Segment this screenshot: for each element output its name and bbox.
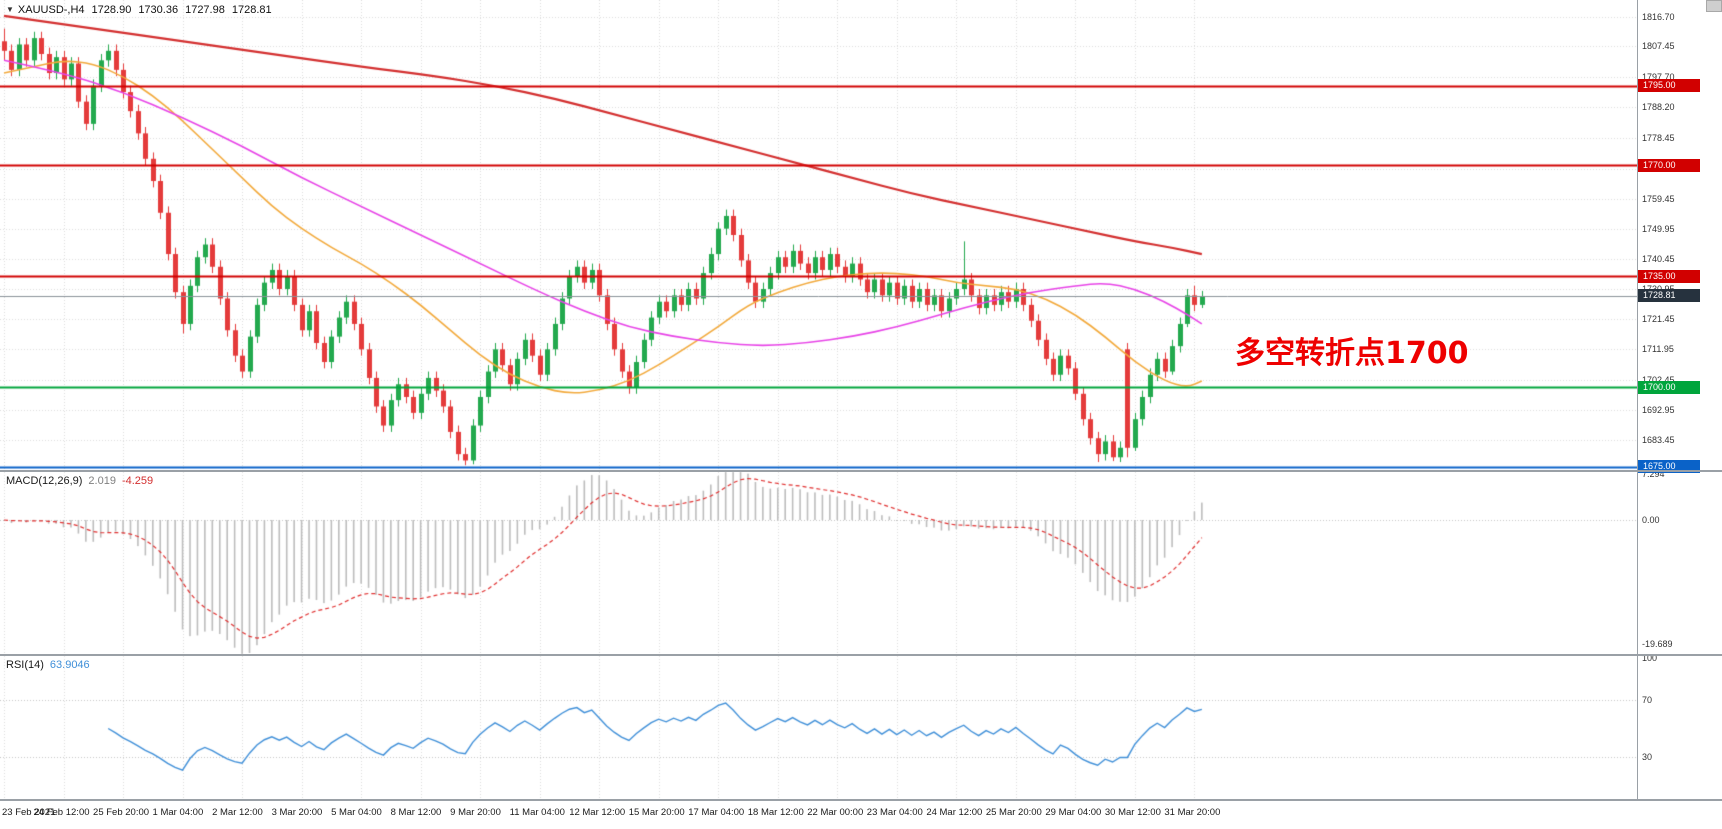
macd-axis-label: 7.294 (1642, 469, 1665, 480)
price-line-badge: 1735.00 (1638, 269, 1700, 283)
chart-annotation-text: 多空转折点1700 (1235, 336, 1469, 371)
time-axis-label: 18 Mar 12:00 (747, 807, 804, 818)
pane-separator-main-macd[interactable] (0, 470, 1722, 472)
price-axis-label: 1702.45 (1642, 374, 1675, 385)
price-axis-label: 1692.95 (1642, 404, 1675, 415)
time-axis-label: 29 Mar 04:00 (1045, 807, 1102, 818)
rsi-axis-label: 30 (1642, 751, 1653, 762)
scrollbar-thumb[interactable] (1706, 0, 1722, 12)
rsi-indicator-label: RSI(14) 63.9046 (6, 659, 90, 671)
rsi-axis-label: 70 (1642, 695, 1653, 706)
time-axis-label: 25 Feb 20:00 (93, 807, 150, 818)
macd-name: MACD(12,26,9) (6, 475, 83, 487)
time-axis-label: 24 Mar 12:00 (926, 807, 983, 818)
time-axis-label: 25 Mar 20:00 (985, 807, 1042, 818)
time-axis-label: 12 Mar 12:00 (569, 807, 626, 818)
time-axis-label: 15 Mar 20:00 (628, 807, 685, 818)
time-axis-label: 24 Feb 12:00 (33, 807, 90, 818)
price-axis-label: 1797.70 (1642, 72, 1675, 83)
pane-separator-macd-rsi[interactable] (0, 654, 1722, 656)
price-axis[interactable]: 1816.701807.451797.701788.201778.451768.… (1637, 0, 1722, 801)
current-price-badge: 1728.81 (1638, 289, 1700, 303)
price-axis-label: 1730.95 (1642, 284, 1675, 294)
time-axis-label: 5 Mar 04:00 (331, 807, 382, 818)
time-axis-label: 17 Mar 04:00 (688, 807, 745, 818)
macd-signal-value: -4.259 (121, 475, 154, 487)
time-axis-label: 9 Mar 20:00 (450, 807, 501, 818)
time-axis-label: 1 Mar 04:00 (152, 807, 204, 818)
rsi-axis-label: 100 (1642, 653, 1658, 663)
time-axis[interactable]: 23 Feb 2021 24 Feb 12:00 25 Feb 20:00 1 Mar… (0, 801, 1722, 829)
macd-axis-label: -19.689 (1642, 639, 1673, 650)
price-axis-label: 1778.45 (1642, 133, 1675, 144)
quote-high: 1730.36 (138, 4, 179, 16)
chart-dropdown-icon[interactable]: ▼ (6, 5, 14, 14)
macd-main-value: 2.019 (88, 475, 116, 487)
price-axis-label: 1740.45 (1642, 253, 1675, 264)
quote-close: 1728.81 (231, 4, 272, 16)
price-axis-label: 1788.20 (1642, 102, 1675, 113)
time-axis-label: 11 Mar 04:00 (509, 807, 565, 818)
macd-indicator-label: MACD(12,26,9) 2.019 -4.259 (6, 475, 153, 487)
time-axis-label: 23 Mar 04:00 (866, 807, 923, 818)
price-axis-label: 1749.95 (1642, 223, 1675, 234)
time-axis-label: 23 Feb 2021 (2, 807, 56, 818)
price-line-badge: 1795.00 (1638, 79, 1700, 93)
symbol-ohlc-label: ▼ XAUUSD-,H4 1728.90 1730.36 1727.98 1728.81 (6, 4, 272, 16)
price-axis-label: 1721.45 (1642, 314, 1675, 325)
time-axis-label: 8 Mar 12:00 (390, 807, 442, 818)
price-axis-label: 1807.45 (1642, 41, 1675, 52)
time-axis-label: 31 Mar 20:00 (1164, 807, 1221, 818)
time-axis-label: 3 Mar 20:00 (271, 807, 323, 818)
price-line-badge: 1770.00 (1638, 158, 1700, 172)
time-axis-label: 22 Mar 00:00 (807, 807, 864, 818)
price-axis-label: 1683.45 (1642, 434, 1675, 445)
price-axis-label: 1759.45 (1642, 193, 1675, 204)
price-axis-label: 1816.70 (1642, 11, 1675, 22)
price-axis-separator (1637, 0, 1638, 801)
rsi-name: RSI(14) (6, 659, 44, 671)
macd-axis-label: 0.00 (1642, 515, 1660, 525)
rsi-value: 63.9046 (49, 659, 90, 671)
symbol-period: XAUUSD-,H4 (17, 4, 85, 16)
price-line-badge: 1700.00 (1638, 380, 1700, 394)
quote-low: 1727.98 (185, 4, 225, 16)
time-axis-separator (0, 799, 1722, 801)
quote-open: 1728.90 (91, 4, 132, 16)
time-axis-label: 30 Mar 12:00 (1104, 807, 1161, 818)
time-axis-label: 2 Mar 12:00 (212, 807, 263, 818)
price-axis-label: 1711.95 (1642, 344, 1674, 355)
